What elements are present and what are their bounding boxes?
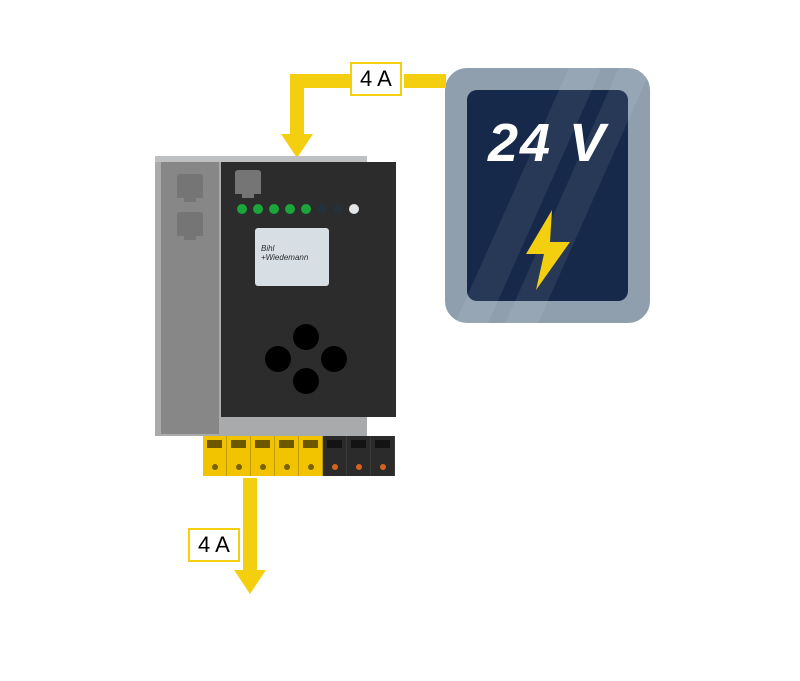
device-side-panel [161, 162, 219, 434]
power-supply-unit: 24 V [445, 68, 650, 323]
nav-button-down [293, 368, 319, 394]
device-display: Bihl +Wiedemann [255, 228, 329, 286]
top-arrow-seg-left [304, 74, 352, 88]
rj45-port-side-2 [177, 212, 203, 236]
terminal-block-yellow [203, 436, 323, 476]
terminal-yellow [275, 436, 299, 476]
status-led [285, 204, 295, 214]
nav-button-left [265, 346, 291, 372]
status-led [333, 204, 343, 214]
terminal-black [323, 436, 347, 476]
nav-button-up [293, 324, 319, 350]
terminal-black [371, 436, 395, 476]
rj45-port-side-1 [177, 174, 203, 198]
status-led [301, 204, 311, 214]
status-led [349, 204, 359, 214]
status-led [269, 204, 279, 214]
terminal-black [347, 436, 371, 476]
bottom-current-label: 4 A [188, 528, 240, 562]
status-led-row [237, 204, 359, 214]
rj45-port-front [235, 170, 261, 194]
display-brand-text: Bihl +Wiedemann [261, 244, 308, 262]
terminal-yellow [299, 436, 323, 476]
status-led [237, 204, 247, 214]
terminal-yellow [251, 436, 275, 476]
diagram-canvas: 24 V 4 A Bihl +Wiedemann [0, 0, 800, 681]
psu-face: 24 V [467, 90, 628, 301]
bottom-arrow-head-icon [234, 570, 266, 594]
status-led [317, 204, 327, 214]
top-arrow-seg-down [290, 74, 304, 138]
terminal-block-black [323, 436, 395, 476]
top-arrow-head-icon [281, 134, 313, 158]
terminal-yellow [203, 436, 227, 476]
terminal-yellow [227, 436, 251, 476]
lightning-icon [518, 210, 578, 290]
status-led [253, 204, 263, 214]
top-current-label: 4 A [350, 62, 402, 96]
bottom-arrow-shaft [243, 478, 257, 574]
top-arrow-seg-right [404, 74, 446, 88]
psu-voltage-label: 24 V [467, 112, 628, 174]
nav-button-right [321, 346, 347, 372]
